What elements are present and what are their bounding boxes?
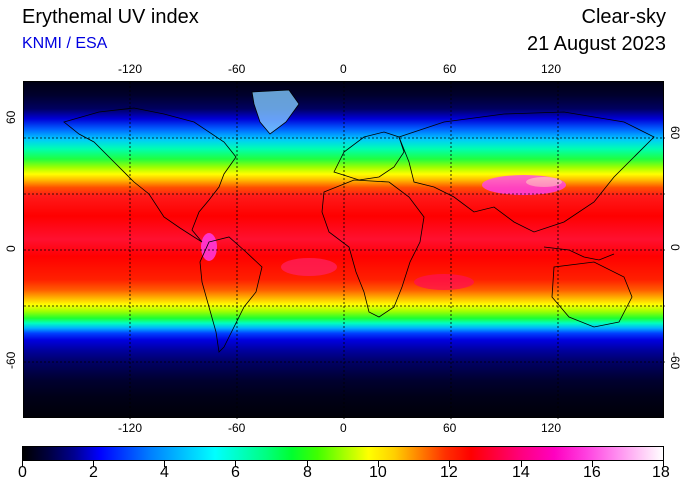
lon-label-bottom: 0: [340, 421, 347, 435]
lon-label-top: 0: [340, 62, 347, 76]
lon-label-top: 120: [541, 62, 562, 76]
colorbar-label: 12: [440, 464, 458, 481]
lat-label-left: 0: [4, 245, 18, 252]
colorbar-label: 4: [160, 464, 169, 481]
lat-label-right: 0: [668, 244, 682, 251]
lon-label-bottom: 120: [541, 421, 562, 435]
map-date: 21 August 2023: [526, 33, 666, 55]
lat-label-right: -60: [668, 352, 682, 370]
colorbar-label: 6: [231, 464, 240, 481]
lon-label-bottom: -120: [118, 421, 143, 435]
colorbar-label: 2: [89, 464, 98, 481]
lon-label-bottom: -60: [228, 421, 246, 435]
uv-hotspots: [201, 175, 566, 290]
lon-label-bottom: 60: [443, 421, 457, 435]
lon-label-top: -60: [228, 62, 246, 76]
map-source: KNMI / ESA: [22, 35, 108, 52]
greenland-ice: [252, 90, 299, 134]
coastlines: [63, 89, 655, 353]
uv-index-map: [23, 81, 665, 419]
lon-label-top: -120: [118, 62, 143, 76]
map-title: Erythemal UV index: [22, 6, 199, 28]
colorbar-ticks: [22, 461, 664, 467]
colorbar-label: 14: [512, 464, 530, 481]
lat-lon-grid: [24, 82, 665, 419]
lat-label-left: -60: [4, 351, 18, 369]
colorbar-label: 18: [652, 464, 670, 481]
colorbar-label: 0: [18, 464, 27, 481]
colorbar-label: 8: [303, 464, 312, 481]
sky-condition: Clear-sky: [581, 6, 666, 28]
lat-label-left: 60: [4, 110, 18, 124]
lat-label-right: 60: [668, 126, 682, 140]
lon-label-top: 60: [443, 62, 457, 76]
colorbar-label: 10: [369, 464, 387, 481]
colorbar-label: 16: [583, 464, 601, 481]
uv-colorbar: [22, 446, 664, 461]
